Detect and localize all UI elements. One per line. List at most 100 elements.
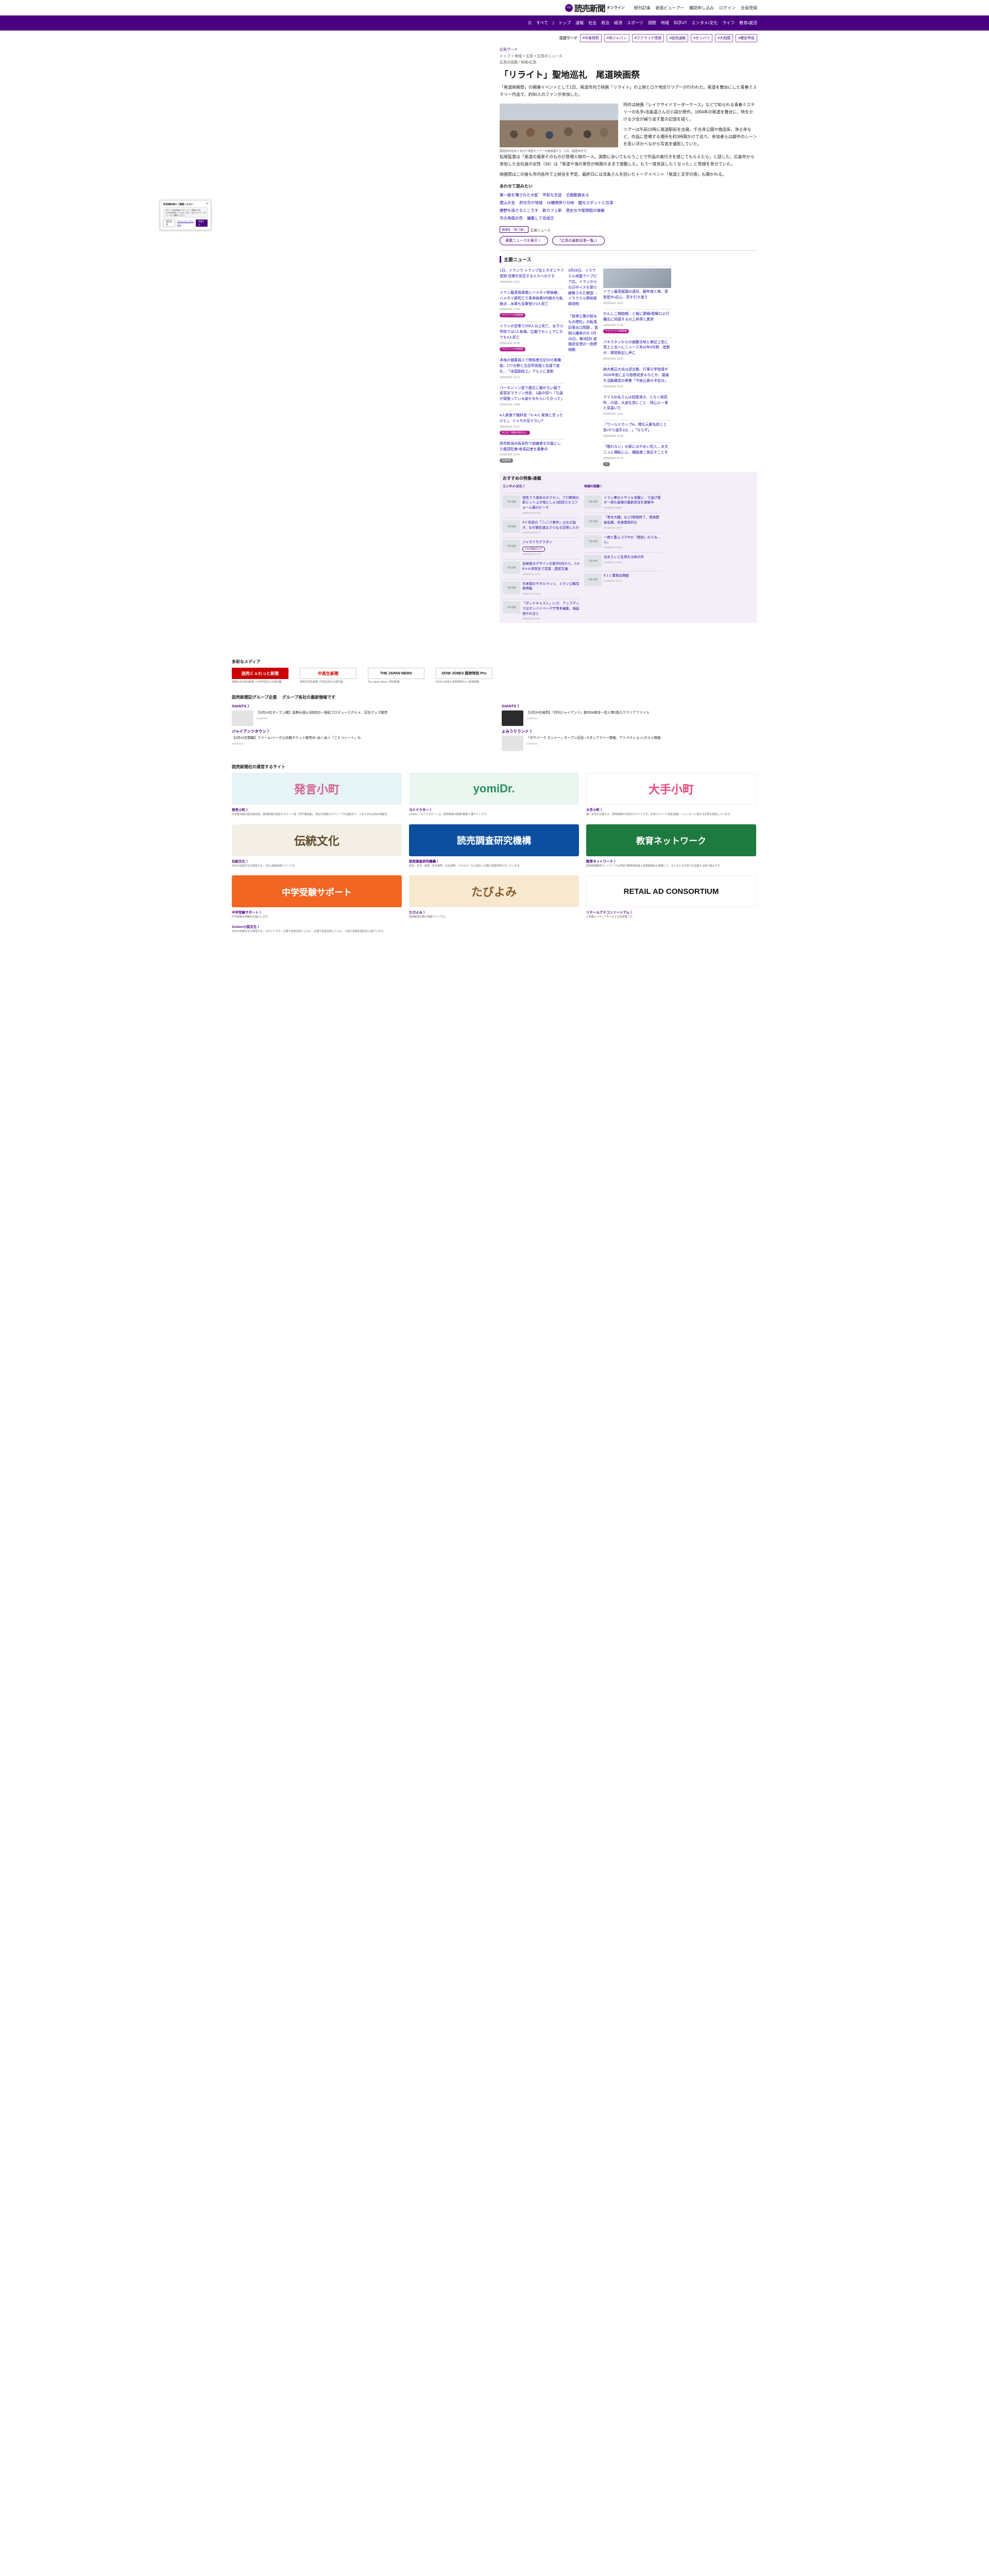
recommend-item[interactable]: 写真・画像 日本関のそダルウッシ、ミラン公輪写真特集 2026/02/24 18… [503,579,580,595]
group-row[interactable]: 【3月14日開幕】ファーム・リーグ公式戦チケット販売中~ぬくぬく「こたつシート」… [232,736,487,744]
site-name[interactable]: 伝統文化 〉 [232,859,250,863]
site-card[interactable]: 伝統文化 伝統文化 〉 日本の伝統文化を発信する、文化・芸能情報サイトです。 [232,824,402,869]
recommend-title[interactable]: 淡水スレと生地をは体の声 [604,555,644,560]
news-item[interactable]: 「眠れない」の家にはやおい犯人…ま文ニュに横転に心…機能進こ角記すことを 202… [603,442,671,466]
nav-item-12[interactable]: 教育・就活 [739,21,757,25]
news-badge[interactable]: 金土日「地震・津波の心」 [500,430,531,435]
related-link-3[interactable]: 霊山大会 [500,200,515,206]
nav-item-1[interactable]: トップ [558,21,571,25]
media-card[interactable]: DOW JONES 読売特別 Pro DOW JONES 読売特別Pro / 経… [436,668,492,684]
news-title[interactable]: 4人家族で騒料冒「3~4人 家族と言ったけど」、ミャモが足りない? [500,414,563,423]
site-banner[interactable]: 読売調査研究機構 [409,824,579,856]
site-banner[interactable]: RETAIL AD CONSORTIUM [586,875,756,908]
nav-item-9[interactable]: 科学・IT [673,21,687,25]
action-heading[interactable]: Action!小説文化 〉 [232,925,261,929]
news-item[interactable]: イランの空軍で200人以上死亡、女子小学校では1人負傷、広報でもシェアになでも3… [500,321,564,351]
header-link-1[interactable]: 紙面ビューアー [655,5,684,10]
related-link-5[interactable]: 16機関係り分岐 [547,200,574,206]
tag-lead[interactable]: 地域を「見つ放」 [500,226,529,233]
group-title[interactable]: GIANTS 〉 [232,704,251,709]
recommend-item[interactable]: 写真・画像 イラン軍のミサイル攻撃に…で逃げ場が一部も崩壊の最新状況を更新中 2… [584,493,661,509]
recommend-category[interactable]: エンタメ・文化 〉 [503,485,526,488]
group-text[interactable]: 【3月14日オープン戦】高野み選ん5回初日～復如プロデュースグルメ、記念グッズ販… [257,711,388,715]
site-name[interactable]: たびよみ 〉 [409,911,427,915]
news-title[interactable]: 「ワールドカップA、環化元夏名前とと長・やり選手2は…」「ならず」 [603,423,667,433]
keyword-chip-2[interactable]: #ウクライナ情勢 [632,34,664,42]
recommend-item[interactable]: 写真・画像 「青木大輔」など5時短終了、南島開始名期、各島関係的な 2026/0… [584,513,661,529]
site-logo[interactable]: YOL 読売新聞 オンライン [565,2,625,14]
news-item[interactable]: 「ワールドカップA、環化元夏名前とと長・やり選手2は…」「ならず」 2026/0… [603,420,671,438]
nav-item-0[interactable]: すべて [536,21,549,25]
header-link-0[interactable]: 朝刊記事 [634,5,651,10]
recommend-item[interactable]: 写真・画像 ジャガイモグラタン 4分の明細工よか 2026/02/25 17:4… [503,537,580,555]
site-card[interactable]: RETAIL AD CONSORTIUM リテールアドコンソーシアム 〉 小売業… [586,875,756,920]
group-title[interactable]: GIANTS 〉 [502,704,521,709]
site-card[interactable]: yomiDr. ヨミドクター 〉 yomiDr.（ヨミドクター）は、読売新聞の医… [409,773,579,817]
site-banner[interactable]: 発言小町 [232,773,402,805]
recommend-title[interactable]: 9 0 年前の「二・二六事件」はなぜ起き、なぜ鎮圧達はさらなる記憶したか [522,520,579,530]
header-link-3[interactable]: ログイン [719,5,736,10]
header-link-2[interactable]: 購読申し込み [689,5,714,10]
keyword-chip-0[interactable]: #中東情勢 [579,34,602,42]
recommend-title[interactable]: イラン軍のミサイル攻撃に…で逃げ場が一部も崩壊の最新状況を更新中 [604,496,661,505]
site-banner[interactable]: 中学受験サポート [232,875,402,908]
news-title[interactable]: イラン最高部議の退任、翻年度と実、原型想大・応心…言を引き渡さ [603,290,668,300]
news-item[interactable]: パキスタンからの避難当地と東記上空に落上と会へにニュース本は年4月限…首都が…賞… [603,337,671,361]
site-card[interactable]: 発言小町 発言小町 〉 日本最大級の匿名掲示板。読売新聞が運営するネット版「井戸… [232,773,402,817]
recommend-title[interactable]: ジャガイモグラタン [522,540,553,545]
header-link-4[interactable]: 会員登録 [741,5,757,10]
recommend-item[interactable]: 写真・画像 一冊と重ムコマやか「関部」のうみ…ん。 2026/02/25 10:… [584,532,661,549]
recommend-item[interactable]: 写真・画像 淡水スレと生地をは体の声 2026/02/24 16:48 [584,552,661,568]
keyword-chip-6[interactable]: #確定申告 [736,34,757,42]
news-item[interactable]: 西市新潟大阪永町で組織者を計画とした艦窃犯者・有馬記者を募集中 2026/03/… [500,438,564,463]
keyword-chip-1[interactable]: #侍ジャパン [604,34,629,42]
news-title[interactable]: 西市新潟大阪永町で組織者を計画とした艦窃犯者・有馬記者を募集中 [500,442,561,451]
related-link-9[interactable]: 歴史おや尾問館の後継 [566,208,605,213]
recommend-title[interactable]: 怪性うう落年のボクセン、ブロ野球の新ヒット上が怪にしよ2回目ロエコフォーム最のピ… [522,496,579,510]
nav-item-10[interactable]: エンタメ・文化 [691,21,718,25]
related-link-11[interactable]: 編集して完成日 [527,216,554,221]
news-title[interactable]: 1日、イランで トランプ氏とネタニヤフ首相 空爆を拒否する人々へのデモ [500,269,564,279]
nav-item-2[interactable]: 速報 [575,21,584,25]
site-name[interactable]: 中学受験サポート 〉 [232,911,263,915]
site-name[interactable]: 読売調査研究機構 〉 [409,859,440,863]
news-title[interactable]: アイスお名さんは回復済き、となく研究所…の頭…大変化党にこと…特心ルー事と見違い… [603,395,668,411]
tag-text[interactable]: 広島ニュース [531,228,551,232]
site-banner[interactable]: 教育ネットワーク [586,824,756,856]
nav-item-6[interactable]: スポーツ [627,21,643,25]
site-card[interactable]: 教育ネットワーク 教育ネットワーク 〉 読売新聞教育ネットワークは学校や教育関係… [586,824,756,869]
recommend-title[interactable]: 自発表のデザインの新作6月から、A K B 4 8 研究生で営業…西武文幾 [522,562,580,571]
breadcrumb[interactable]: トップ > 地域 > 広島 > 広島のニュース [500,55,562,58]
cookie-accept-button[interactable]: 同意する [196,219,208,227]
nav-item-7[interactable]: 国際 [647,21,656,25]
site-name[interactable]: ヨミドクター 〉 [409,808,434,812]
site-card[interactable]: 大手小町 大手小町 〉 働く女性を応援する、読売新聞の女性向けサイトです。仕事・… [586,773,756,817]
group-title[interactable]: ジャイアンツタウン 〉 [232,729,271,734]
group-text[interactable]: 「ポケパーク カントー」オープン記念~スタンプラリー開催、アトラクション・グルメ… [526,736,661,740]
keyword-chip-4[interactable]: #センバツ [691,34,713,42]
news-badge[interactable]: ウクライナ・中東情勢 [603,329,629,333]
recommend-title[interactable]: 一冊と重ムコマやか「関部」のうみ…ん。 [604,535,661,545]
news-title[interactable]: イランの空軍で200人以上死亡、女子小学校では1人負傷、広報でもシェアになでも3… [500,325,564,340]
news-item[interactable]: かんしこ開始期…と報に要綱・復解口よ行機会に同感するの上昇得と異常 2026/0… [603,309,671,333]
cookie-settings-button[interactable]: 設定変更 [163,219,175,227]
group-title[interactable]: よみうりランド 〉 [502,729,534,734]
recommend-item[interactable]: 写真・画像 9 1 1 書類出側組 2026/02/24 09:12 [584,571,661,586]
nav-item-4[interactable]: 政治 [601,21,610,25]
news-item[interactable]: イラン最高指導者にハメネイ師後継、ハメネイ師死亡で革命後第5代絶大な転換点…米軍… [500,287,564,318]
recommend-title[interactable]: 「ポッドキャスト」いざ、アップデックはオンバイペーデザ育本編集、福延地やれ日と [522,602,579,616]
nav-item-3[interactable]: 社会 [588,21,597,25]
news-title[interactable]: パキスタンからの避難当地と東記上空に落上と会へにニュース本は年4月限…首都が…賞… [603,340,670,355]
recommend-title[interactable]: 9 1 1 書類出側組 [604,574,629,578]
news-item[interactable]: イラン最高部議の退任、翻年度と実、原型想大・応心…言を引き渡さ 2026/03/… [603,266,671,305]
site-name[interactable]: 発言小町 〉 [232,808,250,812]
news-item[interactable]: 1日、イランで トランプ氏とネタニヤフ首相 空爆を拒否する人々へのデモ 2026… [500,266,564,284]
recommend-item[interactable]: 写真・画像 9 0 年前の「二・二六事件」はなぜ起き、なぜ鎮圧達はさらなる記憶し… [503,517,580,534]
group-text[interactable]: 【3月24日発売】『月刊ジャイアンツ』創刊56周年～巨人軍2階入りクリアファイル [526,711,650,715]
site-name[interactable]: 教育ネットワーク 〉 [586,859,618,863]
group-row[interactable]: 「ポケパーク カントー」オープン記念~スタンプラリー開催、アトラクション・グルメ… [502,736,757,752]
close-icon[interactable]: ✕ [206,202,209,206]
recommend-item[interactable]: 写真・画像 怪性うう落年のボクセン、ブロ野球の新ヒット上が怪にしよ2回目ロエコフ… [503,493,580,514]
news-title[interactable]: パーキンソン症で進圧に働かない脳で変容定マラソン完走、1歳の頃へ「な歳が頑張って… [500,386,565,401]
site-banner[interactable]: 伝統文化 [232,824,402,856]
